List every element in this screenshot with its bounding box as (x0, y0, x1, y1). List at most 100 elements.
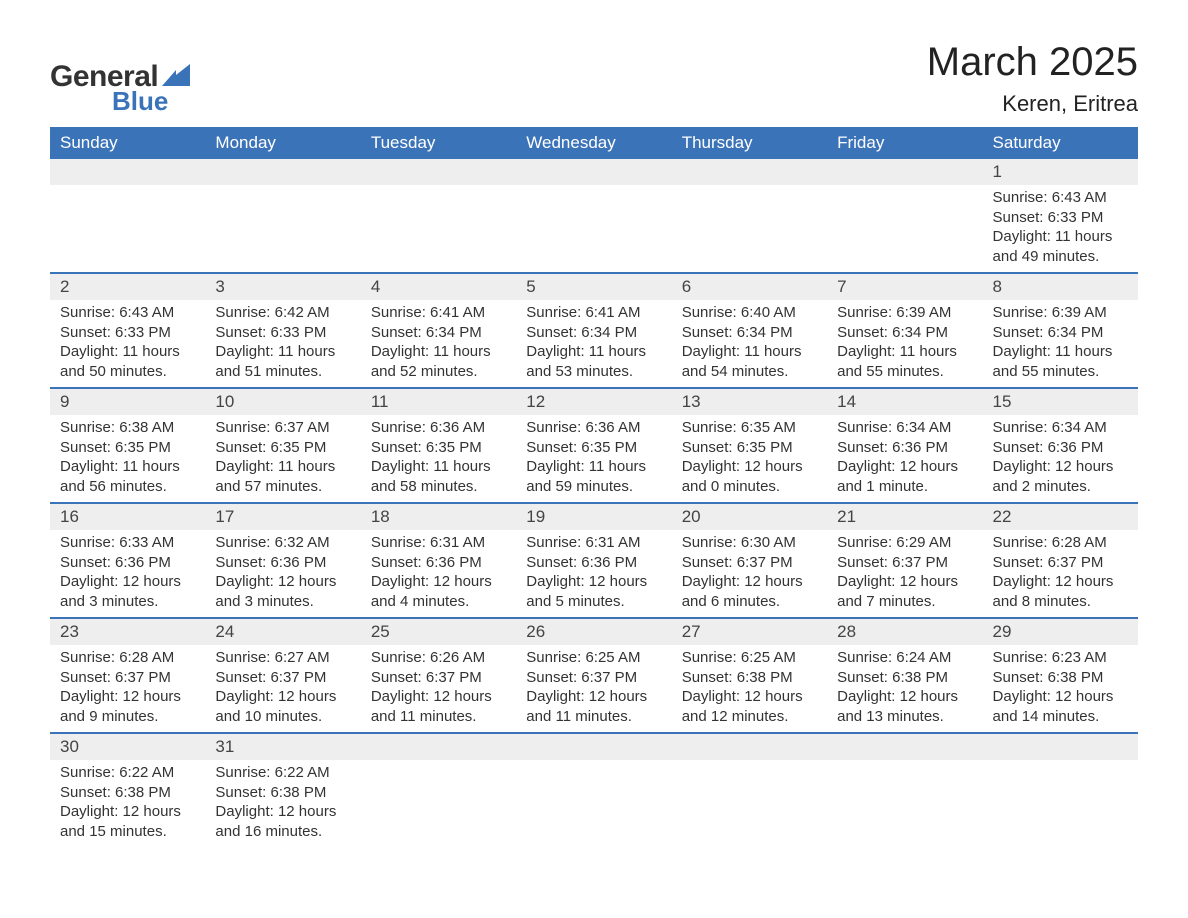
sunset-label: Sunset: 6:35 PM (215, 438, 350, 458)
daylight-label: Daylight: 12 hours (526, 572, 661, 592)
daylight-label-2: and 11 minutes. (526, 707, 661, 727)
daylight-label-2: and 59 minutes. (526, 477, 661, 497)
sunrise-label: Sunrise: 6:24 AM (837, 648, 972, 668)
day-number: 6 (672, 274, 827, 300)
calendar-day-cell: 13Sunrise: 6:35 AMSunset: 6:35 PMDayligh… (672, 388, 827, 503)
calendar-day-cell: 20Sunrise: 6:30 AMSunset: 6:37 PMDayligh… (672, 503, 827, 618)
sunrise-label: Sunrise: 6:26 AM (371, 648, 506, 668)
calendar-week-row: 23Sunrise: 6:28 AMSunset: 6:37 PMDayligh… (50, 618, 1138, 733)
day-details: Sunrise: 6:28 AMSunset: 6:37 PMDaylight:… (50, 645, 205, 732)
day-details: Sunrise: 6:36 AMSunset: 6:35 PMDaylight:… (516, 415, 671, 502)
calendar-day-cell: 8Sunrise: 6:39 AMSunset: 6:34 PMDaylight… (983, 273, 1138, 388)
calendar-day-cell (50, 159, 205, 273)
calendar-day-cell: 22Sunrise: 6:28 AMSunset: 6:37 PMDayligh… (983, 503, 1138, 618)
sunrise-label: Sunrise: 6:39 AM (837, 303, 972, 323)
sunset-label: Sunset: 6:34 PM (837, 323, 972, 343)
daylight-label: Daylight: 12 hours (837, 572, 972, 592)
calendar-day-cell: 31Sunrise: 6:22 AMSunset: 6:38 PMDayligh… (205, 733, 360, 847)
daylight-label: Daylight: 11 hours (526, 342, 661, 362)
daylight-label-2: and 8 minutes. (993, 592, 1128, 612)
day-details: Sunrise: 6:33 AMSunset: 6:36 PMDaylight:… (50, 530, 205, 617)
weekday-header: Monday (205, 127, 360, 159)
sunrise-label: Sunrise: 6:34 AM (837, 418, 972, 438)
daylight-label-2: and 13 minutes. (837, 707, 972, 727)
sunrise-label: Sunrise: 6:28 AM (60, 648, 195, 668)
sunrise-label: Sunrise: 6:32 AM (215, 533, 350, 553)
sunrise-label: Sunrise: 6:31 AM (526, 533, 661, 553)
sunset-label: Sunset: 6:38 PM (837, 668, 972, 688)
daylight-label: Daylight: 12 hours (682, 687, 817, 707)
day-details: Sunrise: 6:26 AMSunset: 6:37 PMDaylight:… (361, 645, 516, 732)
daylight-label: Daylight: 11 hours (215, 342, 350, 362)
calendar-day-cell: 30Sunrise: 6:22 AMSunset: 6:38 PMDayligh… (50, 733, 205, 847)
sunrise-label: Sunrise: 6:41 AM (526, 303, 661, 323)
day-number: 5 (516, 274, 671, 300)
day-details: Sunrise: 6:39 AMSunset: 6:34 PMDaylight:… (827, 300, 982, 387)
day-number: 16 (50, 504, 205, 530)
calendar-day-cell: 12Sunrise: 6:36 AMSunset: 6:35 PMDayligh… (516, 388, 671, 503)
sunset-label: Sunset: 6:36 PM (60, 553, 195, 573)
calendar-day-cell (205, 159, 360, 273)
daylight-label-2: and 10 minutes. (215, 707, 350, 727)
daylight-label-2: and 12 minutes. (682, 707, 817, 727)
location-label: Keren, Eritrea (927, 91, 1138, 117)
day-details: Sunrise: 6:24 AMSunset: 6:38 PMDaylight:… (827, 645, 982, 732)
day-number: 2 (50, 274, 205, 300)
sunset-label: Sunset: 6:33 PM (215, 323, 350, 343)
day-number: 27 (672, 619, 827, 645)
day-details: Sunrise: 6:31 AMSunset: 6:36 PMDaylight:… (516, 530, 671, 617)
day-details: Sunrise: 6:22 AMSunset: 6:38 PMDaylight:… (205, 760, 360, 847)
calendar-day-cell: 21Sunrise: 6:29 AMSunset: 6:37 PMDayligh… (827, 503, 982, 618)
sunrise-label: Sunrise: 6:38 AM (60, 418, 195, 438)
calendar-day-cell (672, 159, 827, 273)
calendar-week-row: 16Sunrise: 6:33 AMSunset: 6:36 PMDayligh… (50, 503, 1138, 618)
calendar-day-cell: 29Sunrise: 6:23 AMSunset: 6:38 PMDayligh… (983, 618, 1138, 733)
sunrise-label: Sunrise: 6:28 AM (993, 533, 1128, 553)
calendar-week-row: 9Sunrise: 6:38 AMSunset: 6:35 PMDaylight… (50, 388, 1138, 503)
calendar-day-cell: 5Sunrise: 6:41 AMSunset: 6:34 PMDaylight… (516, 273, 671, 388)
day-number: 11 (361, 389, 516, 415)
daylight-label-2: and 4 minutes. (371, 592, 506, 612)
calendar-day-cell (516, 159, 671, 273)
calendar-day-cell (516, 733, 671, 847)
day-details: Sunrise: 6:43 AMSunset: 6:33 PMDaylight:… (983, 185, 1138, 272)
calendar-day-cell: 15Sunrise: 6:34 AMSunset: 6:36 PMDayligh… (983, 388, 1138, 503)
day-details: Sunrise: 6:31 AMSunset: 6:36 PMDaylight:… (361, 530, 516, 617)
daylight-label-2: and 7 minutes. (837, 592, 972, 612)
sunrise-label: Sunrise: 6:39 AM (993, 303, 1128, 323)
sunrise-label: Sunrise: 6:30 AM (682, 533, 817, 553)
day-details: Sunrise: 6:32 AMSunset: 6:36 PMDaylight:… (205, 530, 360, 617)
day-details: Sunrise: 6:23 AMSunset: 6:38 PMDaylight:… (983, 645, 1138, 732)
daylight-label: Daylight: 12 hours (993, 572, 1128, 592)
daylight-label-2: and 54 minutes. (682, 362, 817, 382)
sunrise-label: Sunrise: 6:22 AM (215, 763, 350, 783)
sunset-label: Sunset: 6:38 PM (682, 668, 817, 688)
day-number: 23 (50, 619, 205, 645)
sunset-label: Sunset: 6:36 PM (215, 553, 350, 573)
calendar-day-cell: 6Sunrise: 6:40 AMSunset: 6:34 PMDaylight… (672, 273, 827, 388)
calendar-day-cell: 24Sunrise: 6:27 AMSunset: 6:37 PMDayligh… (205, 618, 360, 733)
daylight-label: Daylight: 11 hours (993, 227, 1128, 247)
daylight-label-2: and 56 minutes. (60, 477, 195, 497)
daylight-label: Daylight: 12 hours (837, 457, 972, 477)
sunrise-label: Sunrise: 6:22 AM (60, 763, 195, 783)
daylight-label-2: and 16 minutes. (215, 822, 350, 842)
sunrise-label: Sunrise: 6:43 AM (60, 303, 195, 323)
daylight-label-2: and 58 minutes. (371, 477, 506, 497)
daylight-label-2: and 57 minutes. (215, 477, 350, 497)
daylight-label-2: and 53 minutes. (526, 362, 661, 382)
day-details: Sunrise: 6:41 AMSunset: 6:34 PMDaylight:… (516, 300, 671, 387)
sunset-label: Sunset: 6:36 PM (837, 438, 972, 458)
day-details: Sunrise: 6:27 AMSunset: 6:37 PMDaylight:… (205, 645, 360, 732)
sunrise-label: Sunrise: 6:43 AM (993, 188, 1128, 208)
sunrise-label: Sunrise: 6:36 AM (371, 418, 506, 438)
day-number: 1 (983, 159, 1138, 185)
sunset-label: Sunset: 6:33 PM (60, 323, 195, 343)
daylight-label: Daylight: 12 hours (682, 572, 817, 592)
day-details: Sunrise: 6:25 AMSunset: 6:38 PMDaylight:… (672, 645, 827, 732)
calendar-week-row: 30Sunrise: 6:22 AMSunset: 6:38 PMDayligh… (50, 733, 1138, 847)
day-details: Sunrise: 6:29 AMSunset: 6:37 PMDaylight:… (827, 530, 982, 617)
sunset-label: Sunset: 6:38 PM (60, 783, 195, 803)
calendar-day-cell: 16Sunrise: 6:33 AMSunset: 6:36 PMDayligh… (50, 503, 205, 618)
day-number: 21 (827, 504, 982, 530)
